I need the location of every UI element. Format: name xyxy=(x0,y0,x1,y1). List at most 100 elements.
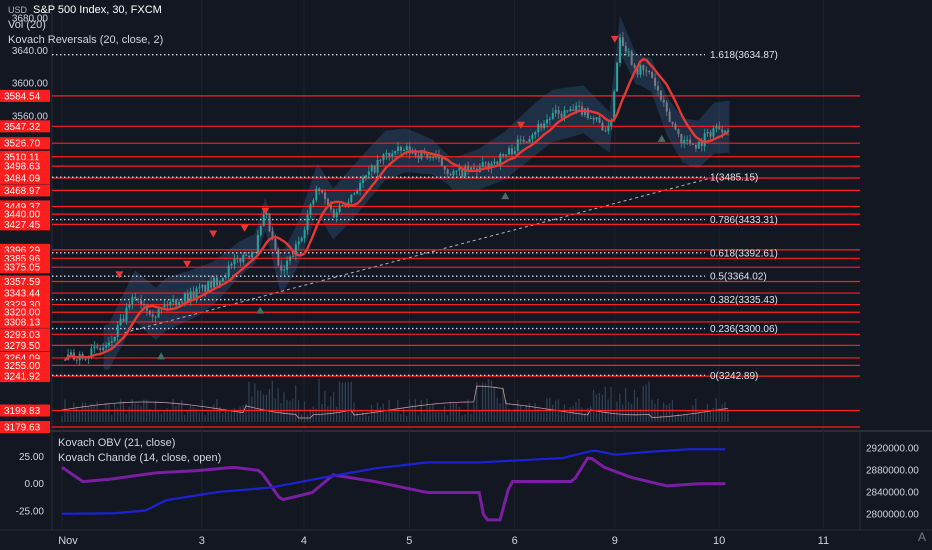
price-level-badge-label: 3264.09 xyxy=(4,353,41,364)
fibonacci-levels: 1.618(3634.87) 1(3485.15) 0.786(3433.31) 0.… xyxy=(52,50,778,382)
candle-body xyxy=(364,175,367,178)
volume-indicator-label[interactable]: Vol (20) xyxy=(8,19,46,31)
price-level-badge-label: 3385.96 xyxy=(4,254,41,265)
candle-body xyxy=(429,157,432,159)
volume-bar xyxy=(668,402,671,422)
candle-body xyxy=(137,298,140,300)
candle-body xyxy=(718,126,721,130)
volume-bar xyxy=(344,382,346,422)
candle-body xyxy=(592,117,595,120)
candle-body xyxy=(192,291,195,299)
candle-body xyxy=(572,109,575,111)
candle-body xyxy=(613,91,616,121)
volume-bar xyxy=(368,415,370,422)
candle-body xyxy=(394,150,397,154)
volume-bar xyxy=(245,403,247,422)
volume-bar xyxy=(330,396,332,422)
volume-bar xyxy=(625,387,627,422)
candle-body xyxy=(75,359,78,361)
candle-body xyxy=(516,139,519,152)
candle-body xyxy=(472,167,475,169)
candle-body xyxy=(236,258,239,260)
volume-bar xyxy=(584,412,586,422)
reversals-indicator-label[interactable]: Kovach Reversals (20, close, 2) xyxy=(8,34,164,46)
volume-bar xyxy=(511,411,513,422)
candle-body xyxy=(303,229,306,238)
volume-bar xyxy=(376,402,379,422)
candle-body xyxy=(563,110,566,118)
obv-indicator-label[interactable]: Kovach OBV (21, close) xyxy=(58,437,176,449)
price-level-badge xyxy=(0,315,50,328)
candle-body xyxy=(329,204,332,210)
candle-body xyxy=(610,120,613,126)
obv-axis-tick: 2880000.00 xyxy=(866,466,919,477)
volume-bar xyxy=(213,404,215,422)
candle-body xyxy=(297,241,300,245)
volume-bar xyxy=(598,393,601,422)
price-level-badge-label: 3199.83 xyxy=(4,406,41,417)
price-level-badge xyxy=(0,184,50,197)
volume-bar xyxy=(248,381,250,422)
volume-bar xyxy=(654,403,656,422)
volume-bar xyxy=(604,386,606,422)
volume-bar xyxy=(391,411,393,422)
candle-body xyxy=(399,146,402,151)
volume-bar xyxy=(76,406,78,422)
price-level-badge xyxy=(0,208,50,221)
auto-scale-button[interactable]: A xyxy=(917,530,926,544)
volume-bar xyxy=(332,391,335,422)
volume-bar xyxy=(160,413,162,422)
candle-body xyxy=(248,255,251,258)
reversal-up-marker xyxy=(256,306,265,314)
volume-bar xyxy=(411,404,414,422)
reversal-down-marker xyxy=(610,35,619,43)
candle-body xyxy=(464,166,467,178)
volume-bar xyxy=(125,413,127,422)
volume-bar xyxy=(724,402,726,422)
candle-body xyxy=(239,258,242,263)
candle-body xyxy=(326,199,329,205)
volume-bar xyxy=(403,407,405,422)
volume-bar xyxy=(441,412,443,422)
candle-body xyxy=(367,171,370,176)
candle-body xyxy=(484,162,487,164)
volume-bar xyxy=(116,407,119,422)
candle-body xyxy=(175,299,178,305)
volume-bar xyxy=(318,378,320,422)
volume-bar xyxy=(592,389,595,422)
candle-body xyxy=(499,154,502,164)
reversal-up-marker xyxy=(501,192,510,200)
volume-bar xyxy=(703,412,706,422)
volume-bar xyxy=(455,403,457,422)
price-level-badge xyxy=(0,150,50,163)
volume-bar xyxy=(312,406,314,422)
candle-body xyxy=(598,117,601,123)
volume-bar xyxy=(449,402,452,422)
volume-bar xyxy=(525,404,528,422)
volume-bar xyxy=(379,407,382,422)
volume-bar xyxy=(321,404,323,422)
candle-body xyxy=(727,130,730,133)
candle-body xyxy=(674,124,677,130)
chande-indicator-label[interactable]: Kovach Chande (14, close, open) xyxy=(58,452,222,464)
volume-bar xyxy=(198,412,200,422)
candle-body xyxy=(233,258,236,265)
candle-body xyxy=(96,346,99,348)
price-level-badge-label: 3320.00 xyxy=(4,308,41,319)
candle-body xyxy=(198,287,201,289)
volume-bar xyxy=(531,409,533,422)
volume-bar xyxy=(663,402,665,422)
candle-body xyxy=(90,348,93,357)
volume-bar xyxy=(508,408,510,422)
volume-bar xyxy=(163,410,165,422)
candle-body xyxy=(686,139,689,141)
candle-body xyxy=(525,141,528,143)
volume-bar xyxy=(268,388,271,422)
price-level-badge xyxy=(0,275,50,288)
volume-bar xyxy=(543,410,545,422)
symbol-title[interactable]: S&P 500 Index, 30, FXCM xyxy=(33,4,162,16)
candle-body xyxy=(274,238,277,250)
volume-bar xyxy=(446,415,449,422)
candle-body xyxy=(668,111,671,122)
